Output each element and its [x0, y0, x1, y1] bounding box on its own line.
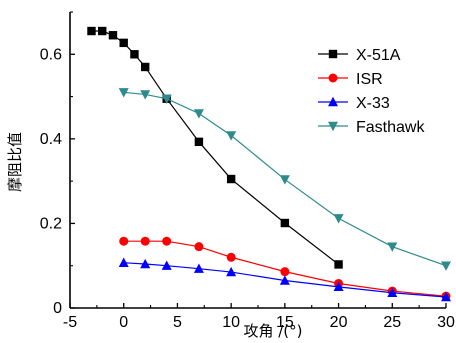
- y-tick-label: 0.4: [40, 131, 62, 148]
- legend-label: Fasthawk: [356, 119, 425, 136]
- legend-item: X-33: [318, 95, 390, 112]
- series-fasthawk: [118, 88, 451, 271]
- series-layer: [87, 26, 451, 302]
- data-point: [226, 266, 237, 277]
- data-point: [118, 257, 129, 267]
- legend-label: X-33: [356, 95, 390, 112]
- legend-marker: [328, 49, 338, 59]
- data-point: [119, 38, 128, 48]
- x-tick-label: -5: [63, 314, 77, 331]
- data-point: [98, 26, 107, 36]
- series-x-33: [118, 257, 451, 302]
- data-point: [226, 174, 236, 184]
- data-point: [130, 50, 139, 59]
- data-point: [333, 281, 344, 292]
- x-tick-label: 20: [330, 314, 348, 331]
- legend-item: ISR: [318, 71, 383, 88]
- x-tick-label: 15: [276, 314, 294, 331]
- data-point: [161, 94, 172, 104]
- x-axis-title: 攻角 /(°): [243, 322, 302, 340]
- y-tick-label: 0.6: [40, 46, 62, 63]
- data-point: [441, 291, 451, 302]
- legend-marker: [328, 121, 338, 132]
- data-point: [226, 252, 236, 262]
- data-point: [119, 236, 129, 246]
- x-tick-label: 10: [222, 314, 240, 331]
- x-tick-label: 30: [437, 314, 455, 331]
- data-point: [193, 263, 204, 273]
- x-tick-label: 25: [383, 314, 401, 331]
- data-point: [333, 214, 344, 224]
- legend: X-51A ISR X-33 Fasthawk: [318, 47, 425, 136]
- data-point: [334, 260, 343, 269]
- legend-label: X-51A: [356, 47, 401, 64]
- y-tick-label: 0: [53, 300, 62, 317]
- data-point: [194, 137, 204, 147]
- data-point: [441, 261, 451, 271]
- data-point: [118, 88, 129, 98]
- data-point: [280, 218, 290, 228]
- series-x-51a: [87, 26, 343, 269]
- data-point: [226, 131, 237, 141]
- x-tick-label: 0: [119, 314, 128, 331]
- y-tick-label: 0.2: [40, 215, 62, 232]
- data-point: [279, 275, 290, 285]
- data-point: [140, 236, 150, 246]
- series-isr: [119, 236, 451, 301]
- data-point: [162, 236, 172, 246]
- legend-marker: [328, 73, 338, 83]
- legend-item: Fasthawk: [318, 119, 425, 136]
- data-point: [140, 258, 151, 269]
- data-point: [194, 242, 204, 252]
- x-tick-label: 5: [173, 314, 182, 331]
- data-point: [141, 62, 150, 72]
- data-point: [193, 109, 204, 119]
- data-point: [279, 175, 290, 185]
- data-point: [108, 31, 118, 40]
- legend-label: ISR: [356, 71, 383, 88]
- legend-marker: [328, 96, 338, 107]
- data-point: [387, 287, 398, 297]
- data-point: [387, 242, 398, 252]
- data-point: [280, 267, 290, 277]
- y-axis-title: 摩阻比值: [6, 132, 24, 192]
- series-line: [91, 30, 339, 265]
- data-point: [87, 26, 96, 36]
- legend-item: X-51A: [318, 47, 401, 64]
- data-point: [161, 260, 172, 270]
- data-point: [140, 90, 151, 100]
